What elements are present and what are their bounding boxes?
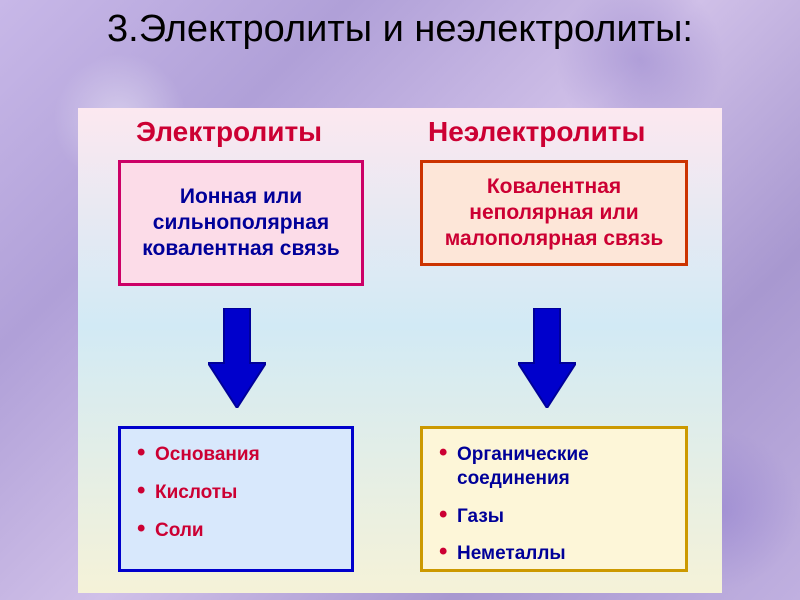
list-item: Основания xyxy=(137,443,335,467)
column-header-electrolytes: Электролиты xyxy=(136,116,322,148)
column-header-nonelectrolytes: Неэлектролиты xyxy=(428,116,645,148)
box-electrolytes-examples: Основания Кислоты Соли xyxy=(118,426,354,572)
arrow-down-right xyxy=(518,308,576,408)
list-item: Соли xyxy=(137,519,335,543)
box-nonelectrolytes-examples: Органические соединения Газы Неметаллы xyxy=(420,426,688,572)
arrow-down-left xyxy=(208,308,266,408)
box-electrolytes-bond-type: Ионная или сильнополярная ковалентная св… xyxy=(118,160,364,286)
diagram-panel: Электролиты Неэлектролиты Ионная или сил… xyxy=(78,108,722,593)
list-item: Неметаллы xyxy=(439,542,669,566)
list-item: Кислоты xyxy=(137,481,335,505)
page-title: 3.Электролиты и неэлектролиты: xyxy=(0,8,800,52)
list-item: Органические соединения xyxy=(439,443,669,491)
box-nonelectrolytes-bond-type: Ковалентная неполярная или малополярная … xyxy=(420,160,688,266)
list-item: Газы xyxy=(439,505,669,529)
